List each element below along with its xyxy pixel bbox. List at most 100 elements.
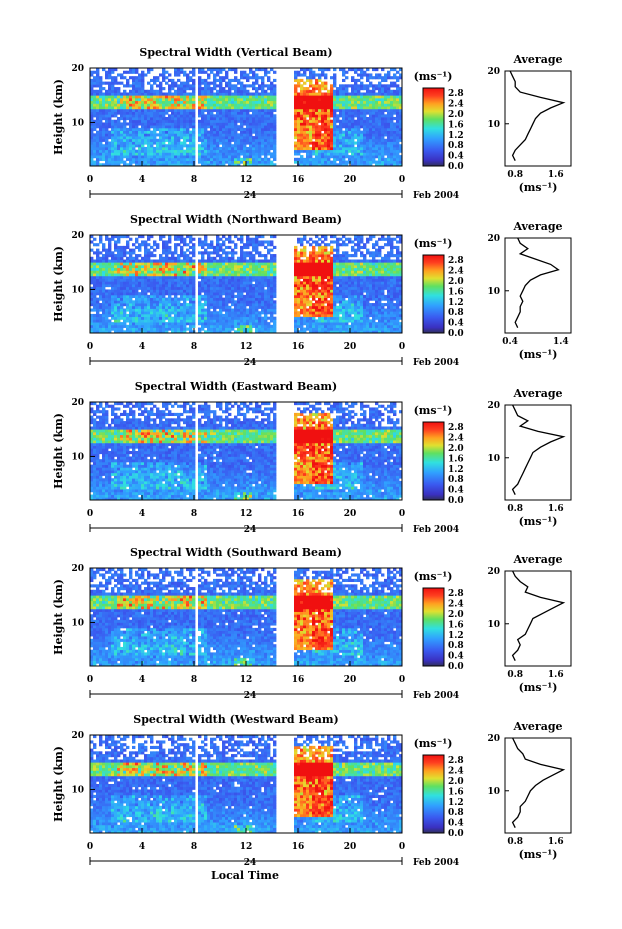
heatmap-cell	[249, 149, 253, 153]
heatmap-cell	[228, 300, 232, 304]
heatmap-cell	[180, 136, 184, 140]
heatmap-cell	[381, 92, 385, 96]
heatmap	[90, 235, 403, 334]
heatmap-cell	[90, 111, 94, 115]
heatmap-cell	[225, 324, 229, 328]
heatmap-cell	[159, 281, 163, 285]
heatmap-cell	[153, 305, 157, 309]
heatmap-cell	[117, 92, 121, 96]
heatmap-cell	[348, 84, 352, 88]
heatmap-cell	[366, 119, 370, 123]
heatmap-cell	[240, 235, 244, 239]
heatmap-cell	[171, 297, 175, 301]
heatmap-cell	[222, 163, 226, 167]
heatmap-cell	[234, 264, 238, 269]
heatmap-cell	[102, 103, 106, 107]
heatmap-cell	[321, 68, 325, 72]
heatmap-cell	[225, 316, 229, 320]
heatmap-cell	[135, 237, 139, 241]
heatmap-cell	[222, 264, 226, 269]
heatmap-cell	[156, 330, 160, 334]
heatmap-cell	[159, 264, 163, 269]
heatmap-cell	[312, 144, 316, 148]
heatmap-cell	[222, 141, 226, 145]
heatmap-cell	[384, 114, 388, 118]
heatmap-cell	[186, 256, 190, 260]
heatmap-cell	[294, 73, 298, 77]
heatmap-cell	[207, 303, 211, 307]
heatmap-cell	[126, 235, 130, 239]
heatmap-cell	[126, 100, 130, 104]
heatmap-cell	[129, 262, 133, 266]
heatmap-cell	[261, 264, 265, 269]
heatmap-cell	[132, 114, 136, 118]
heatmap-cell	[159, 130, 163, 134]
heatmap-cell	[111, 155, 115, 159]
heatmap-cell	[126, 278, 130, 282]
heatmap-cell	[225, 286, 229, 290]
heatmap-cell	[306, 125, 310, 129]
heatmap-cell	[264, 130, 268, 134]
heatmap-cell	[165, 125, 169, 129]
heatmap-cell	[213, 141, 217, 145]
heatmap-cell	[210, 133, 214, 137]
heatmap-cell	[225, 73, 229, 77]
heatmap-cell	[318, 117, 322, 121]
heatmap-cell	[189, 284, 193, 288]
heatmap-cell	[186, 122, 190, 126]
heatmap-cell	[378, 84, 382, 88]
heatmap-cell	[231, 138, 235, 142]
heatmap-cell	[231, 103, 235, 107]
heatmap-cell	[372, 117, 376, 121]
heatmap-cell	[153, 267, 157, 271]
heatmap-cell	[102, 127, 106, 132]
heatmap-cell	[165, 248, 169, 252]
heatmap-cell	[333, 68, 337, 72]
heatmap-cell	[237, 119, 241, 123]
heatmap-cell	[330, 138, 334, 142]
heatmap-cell	[183, 81, 187, 85]
heatmap-cell	[177, 254, 181, 258]
heatmap-cell	[381, 152, 385, 156]
heatmap-cell	[123, 163, 127, 167]
heatmap-cell	[393, 138, 397, 142]
heatmap-cell	[243, 278, 247, 282]
heatmap-cell	[111, 294, 115, 299]
heatmap-cell	[207, 152, 211, 156]
heatmap-cell	[159, 103, 163, 107]
heatmap-cell	[198, 327, 202, 331]
heatmap-cell	[243, 97, 247, 102]
heatmap-cell	[159, 87, 163, 91]
heatmap-cell	[240, 319, 244, 323]
heatmap-cell	[171, 259, 175, 263]
heatmap-cell	[210, 262, 214, 266]
heatmap-cell	[138, 270, 142, 274]
heatmap-cell	[108, 289, 112, 293]
heatmap-cell	[150, 144, 154, 148]
heatmap-cell	[168, 138, 172, 142]
heatmap-cell	[105, 155, 109, 159]
heatmap-cell	[294, 144, 298, 148]
heatmap-cell	[396, 133, 400, 137]
heatmap-cell	[318, 152, 322, 156]
heatmap-cell	[339, 100, 343, 104]
heatmap-cell	[201, 273, 205, 277]
heatmap-cell	[369, 149, 373, 153]
heatmap-cell	[207, 316, 211, 320]
heatmap-cell	[189, 111, 193, 115]
heatmap-cell	[228, 103, 232, 107]
heatmap-cell	[231, 155, 235, 159]
heatmap-cell	[213, 300, 217, 304]
heatmap-cell	[399, 155, 403, 159]
heatmap-cell	[114, 262, 118, 266]
heatmap-cell	[99, 284, 103, 288]
heatmap-cell	[246, 155, 250, 159]
heatmap-cell	[366, 144, 370, 148]
heatmap-cell	[318, 108, 322, 112]
heatmap-cell	[111, 256, 115, 260]
heatmap-cell	[129, 330, 133, 334]
heatmap-cell	[315, 95, 319, 99]
heatmap-cell	[147, 267, 151, 271]
heatmap-cell	[225, 117, 229, 121]
heatmap-cell	[333, 155, 337, 159]
